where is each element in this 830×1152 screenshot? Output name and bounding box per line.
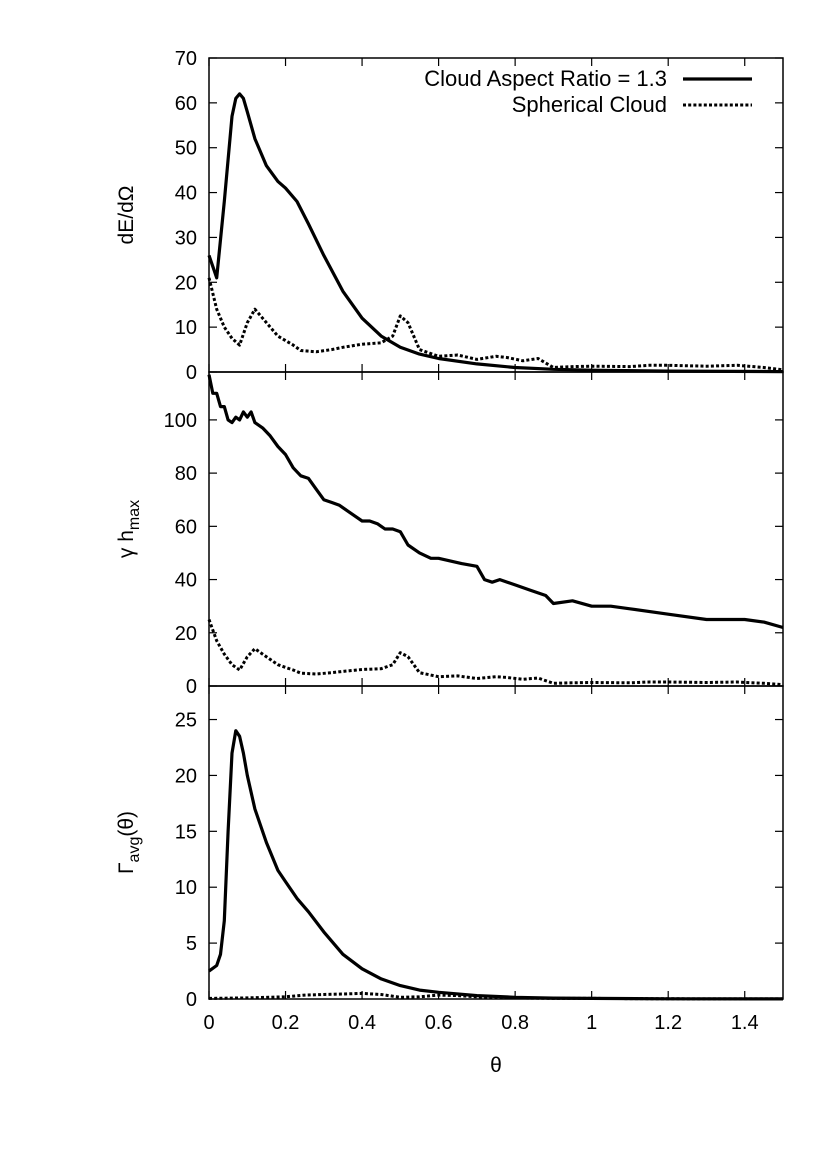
- y-tick-label: 0: [186, 989, 197, 1011]
- y-tick-label: 25: [175, 710, 197, 732]
- panel-1: 0 10 20 30 40 50 60 70 dE/dΩ: [115, 48, 784, 384]
- x-tick-label: 1.4: [731, 1012, 759, 1034]
- y-tick-label: 0: [186, 362, 197, 384]
- y-axis-title: dE/dΩ: [115, 186, 138, 245]
- x-tick-label: 0.6: [425, 1012, 453, 1034]
- y-tick-label: 100: [164, 410, 197, 432]
- series-line-aspect-ratio: [208, 729, 784, 1001]
- legend: Cloud Aspect Ratio = 1.3 Spherical Cloud: [424, 66, 752, 117]
- x-tick-label: 1.2: [654, 1012, 682, 1034]
- x-tick-label: 0.2: [272, 1012, 300, 1034]
- y-tick-label: 30: [175, 227, 197, 249]
- plot-frame: [208, 57, 784, 373]
- y-tick-label: 20: [175, 272, 197, 294]
- y-tick-label: 5: [186, 933, 197, 955]
- series-line-spherical-cloud: [207, 618, 784, 687]
- x-axis-title: θ: [490, 1054, 502, 1077]
- x-tick-label: 0.8: [501, 1012, 529, 1034]
- y-tick-label: 15: [175, 821, 197, 843]
- y-tick-label: 0: [186, 676, 197, 698]
- legend-label-spherical-cloud: Spherical Cloud: [512, 92, 667, 117]
- series-line-spherical-cloud: [207, 277, 784, 372]
- plot-frame: [208, 371, 784, 687]
- x-tick-label: 0: [203, 1012, 214, 1034]
- panel-3: 0 5 10 15 20 25 0 0.2 0.4 0.6 0.8 1 1.2 1.4 Γavg(θ) θ: [115, 685, 784, 1077]
- y-axis-title: γ hmax: [115, 500, 143, 558]
- y-axis-title: Γavg(θ): [115, 811, 143, 874]
- legend-label-aspect-ratio: Cloud Aspect Ratio = 1.3: [424, 66, 667, 91]
- y-tick-label: 10: [175, 877, 197, 899]
- y-tick-label: 40: [175, 183, 197, 205]
- y-tick-label: 20: [175, 765, 197, 787]
- x-tick-label: 0.4: [348, 1012, 376, 1034]
- series-line-aspect-ratio: [207, 92, 784, 374]
- y-tick-label: 20: [175, 623, 197, 645]
- panel-2: 0 20 40 60 80 100 γ hmax: [115, 371, 784, 698]
- y-tick-label: 60: [175, 93, 197, 115]
- x-tick-label: 1: [586, 1012, 597, 1034]
- plot-frame: [208, 685, 784, 1000]
- y-tick-label: 80: [175, 463, 197, 485]
- y-tick-label: 40: [175, 570, 197, 592]
- y-tick-label: 50: [175, 138, 197, 160]
- y-tick-label: 10: [175, 317, 197, 339]
- series-line-aspect-ratio: [207, 374, 784, 630]
- y-tick-label: 70: [175, 48, 197, 70]
- y-tick-label: 60: [175, 516, 197, 538]
